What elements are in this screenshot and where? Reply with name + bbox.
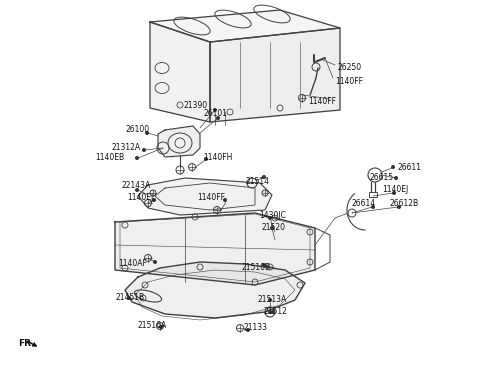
Text: 26615: 26615 <box>369 172 393 182</box>
Polygon shape <box>158 126 200 157</box>
Circle shape <box>268 216 272 220</box>
Circle shape <box>135 156 139 160</box>
Circle shape <box>223 198 227 202</box>
Text: 1140AF: 1140AF <box>118 258 147 267</box>
Text: 26100: 26100 <box>126 125 150 135</box>
Text: 21510B: 21510B <box>242 263 271 272</box>
Text: 1140FF: 1140FF <box>335 76 363 85</box>
Circle shape <box>152 198 156 202</box>
Circle shape <box>271 310 275 314</box>
Circle shape <box>204 157 208 161</box>
Circle shape <box>397 205 401 209</box>
Circle shape <box>127 296 131 300</box>
Text: 1430JC: 1430JC <box>259 210 286 219</box>
Circle shape <box>270 226 274 230</box>
Text: 26614: 26614 <box>352 200 376 209</box>
Polygon shape <box>150 22 210 122</box>
Circle shape <box>216 116 220 120</box>
Circle shape <box>268 310 272 314</box>
Circle shape <box>391 165 395 169</box>
Text: 21514: 21514 <box>246 176 270 185</box>
Polygon shape <box>138 178 272 215</box>
Text: 21516A: 21516A <box>137 322 166 330</box>
Text: 21451B: 21451B <box>116 294 145 303</box>
Text: FR.: FR. <box>18 339 35 348</box>
Text: 1140FF: 1140FF <box>197 194 225 203</box>
Circle shape <box>246 328 250 332</box>
Text: 1140EB: 1140EB <box>95 154 124 163</box>
Polygon shape <box>150 10 340 42</box>
Circle shape <box>392 191 396 195</box>
Circle shape <box>394 176 398 180</box>
Polygon shape <box>210 28 340 122</box>
Circle shape <box>371 205 375 209</box>
Text: 21133: 21133 <box>244 323 268 332</box>
Text: 1140EJ: 1140EJ <box>127 194 153 203</box>
Text: 26612B: 26612B <box>390 200 419 209</box>
Text: 21512: 21512 <box>263 307 287 316</box>
Text: 21312A: 21312A <box>112 142 141 151</box>
Circle shape <box>135 188 139 192</box>
Circle shape <box>153 260 157 264</box>
Polygon shape <box>125 262 305 318</box>
Text: 1140FH: 1140FH <box>203 154 232 163</box>
Text: 21520: 21520 <box>261 223 285 232</box>
Circle shape <box>159 325 163 329</box>
Circle shape <box>213 108 217 112</box>
Text: 26611: 26611 <box>398 163 422 172</box>
Text: 21513A: 21513A <box>257 295 286 304</box>
Text: 22143A: 22143A <box>121 181 150 189</box>
Circle shape <box>142 148 146 152</box>
Text: 1140EJ: 1140EJ <box>382 185 408 194</box>
Circle shape <box>262 263 266 267</box>
Text: 26250: 26250 <box>338 63 362 72</box>
Circle shape <box>262 175 266 179</box>
Polygon shape <box>115 213 315 285</box>
Circle shape <box>268 298 272 302</box>
Text: 26101: 26101 <box>204 110 228 119</box>
Text: 21390: 21390 <box>183 100 207 110</box>
Circle shape <box>145 131 149 135</box>
Text: 1140FF: 1140FF <box>308 97 336 107</box>
